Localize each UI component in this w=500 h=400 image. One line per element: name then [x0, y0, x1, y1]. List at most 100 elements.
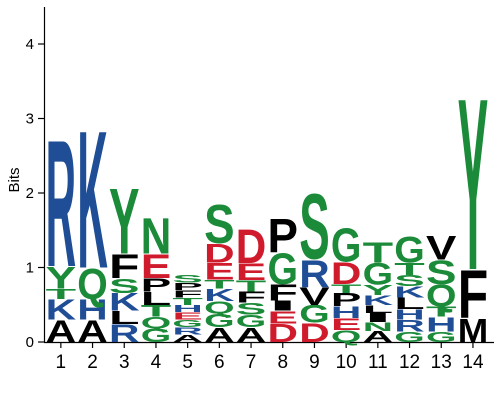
- logo-letter-G: G: [204, 310, 234, 331]
- x-tick-label: 9: [309, 352, 320, 373]
- logo-letter-E: E: [204, 258, 234, 285]
- logo-letter-T: T: [236, 277, 267, 294]
- logo-letter-N: N: [363, 320, 393, 334]
- logo-letter-Q: Q: [141, 314, 171, 331]
- logo-letter-S: S: [299, 175, 329, 279]
- x-tick-label: 11: [368, 352, 388, 373]
- x-tick-label: 10: [336, 352, 357, 373]
- logo-letter-Q: Q: [204, 298, 235, 318]
- logo-letter-S: S: [204, 193, 234, 255]
- logo-letter-K: K: [394, 283, 425, 301]
- logo-letter-A: A: [236, 324, 266, 347]
- logo-letter-G: G: [141, 324, 171, 346]
- logo-letter-K: K: [109, 289, 139, 316]
- logo-letter-S: S: [236, 300, 267, 318]
- logo-letter-K: K: [77, 91, 108, 311]
- logo-letter-S: S: [426, 253, 457, 292]
- logo-letter-K: K: [363, 293, 394, 308]
- logo-letter-G: G: [426, 329, 456, 345]
- x-tick-label: 3: [119, 352, 130, 373]
- logo-letter-D: D: [268, 319, 298, 348]
- y-tick-label: 4: [26, 36, 34, 53]
- logo-letter-S: S: [394, 272, 424, 289]
- x-tick-label: 2: [87, 352, 98, 373]
- logo-letter-S: S: [109, 274, 139, 297]
- logo-letter-K: K: [46, 293, 77, 326]
- logo-letter-T: T: [141, 302, 172, 321]
- logo-letter-T: T: [204, 277, 234, 291]
- logo-letter-P: P: [331, 290, 362, 311]
- logo-letter-Y: Y: [458, 48, 488, 322]
- logo-letter-F: F: [458, 257, 488, 333]
- logo-letter-E: E: [236, 259, 266, 286]
- logo-letter-E: E: [331, 316, 362, 334]
- logo-letter-A: A: [204, 324, 234, 347]
- logo-letter-F: F: [109, 248, 139, 286]
- logo-letter-H: H: [331, 303, 361, 322]
- logo-letter-I: I: [268, 298, 298, 314]
- logo-letter-T: T: [331, 282, 361, 296]
- logo-letter-Y: Y: [363, 282, 394, 298]
- logo-letter-V: V: [299, 282, 330, 310]
- x-tick-label: 4: [151, 352, 162, 373]
- logo-letter-R: R: [46, 102, 77, 304]
- logo-letter-V: V: [426, 229, 457, 267]
- logo-letter-H: H: [426, 314, 456, 337]
- logo-letter-T: T: [46, 286, 77, 302]
- logo-letter-A: A: [363, 328, 394, 346]
- logo-letter-R: R: [299, 251, 330, 295]
- x-tick-label: 5: [182, 352, 193, 373]
- logo-letter-G: G: [363, 257, 393, 291]
- logo-letter-E: E: [141, 247, 172, 286]
- logo-letter-G: G: [331, 219, 361, 273]
- x-ticks: 1 2 3 4 5 6 7 8 9 10 11 12 13 14: [56, 342, 484, 373]
- logo-letter-M: M: [458, 313, 488, 350]
- logo-letter-A: A: [46, 314, 76, 349]
- logo-letter-H: H: [394, 306, 424, 323]
- logo-letter-G: G: [299, 300, 329, 328]
- logo-letter-F: F: [236, 289, 266, 306]
- logo-letter-T: T: [363, 236, 394, 269]
- logo-letter-H: H: [172, 303, 202, 315]
- logo-letter-D: D: [299, 318, 329, 348]
- logo-letter-A: A: [77, 314, 107, 349]
- logo-letter-H: H: [77, 293, 108, 326]
- logo-letter-T: T: [426, 304, 457, 320]
- logo-letter-E: E: [268, 308, 299, 327]
- logo-letter-G: G: [394, 329, 424, 345]
- logo-letter-I: I: [363, 311, 393, 325]
- logo-letter-R: R: [172, 325, 202, 337]
- logo-letter-Q: Q: [426, 279, 456, 313]
- logo-letter-F: F: [268, 280, 299, 305]
- logo-letter-S: S: [172, 272, 202, 285]
- logo-letter-P: P: [141, 275, 172, 296]
- x-tick-label: 6: [214, 352, 225, 373]
- logo-letter-D: D: [236, 219, 266, 273]
- y-tick-label: 2: [26, 185, 34, 202]
- logo-letter-R: R: [394, 317, 424, 336]
- logo-letter-F: F: [172, 288, 203, 300]
- logo-letter-D: D: [204, 238, 234, 268]
- letter-stacks: AKTYRAHQKRLKSFYGQTLPENARGEHTFPSAGQKTEDSA…: [46, 48, 489, 350]
- y-tick-label: 1: [26, 260, 34, 277]
- logo-letter-T: T: [394, 259, 425, 279]
- y-tick-label: 3: [26, 111, 34, 128]
- y-ticks: 0 1 2 3 4: [26, 36, 44, 351]
- logo-letter-G: G: [172, 318, 202, 330]
- logo-letter-L: L: [141, 288, 171, 309]
- logo-letter-P: P: [268, 209, 298, 264]
- logo-letter-G: G: [394, 229, 424, 271]
- logo-letter-R: R: [109, 320, 139, 347]
- y-axis-label: Bits: [6, 167, 23, 192]
- logo-letter-G: G: [268, 244, 298, 294]
- logo-letter-G: G: [236, 311, 267, 331]
- logo-letter-Y: Y: [109, 168, 139, 274]
- x-tick-label: 7: [246, 352, 257, 373]
- logo-letter-E: E: [172, 311, 202, 323]
- x-tick-label: 8: [277, 352, 288, 373]
- logo-letter-A: A: [172, 333, 202, 345]
- logo-letter-L: L: [109, 307, 139, 328]
- logo-letter-Y: Y: [46, 261, 76, 295]
